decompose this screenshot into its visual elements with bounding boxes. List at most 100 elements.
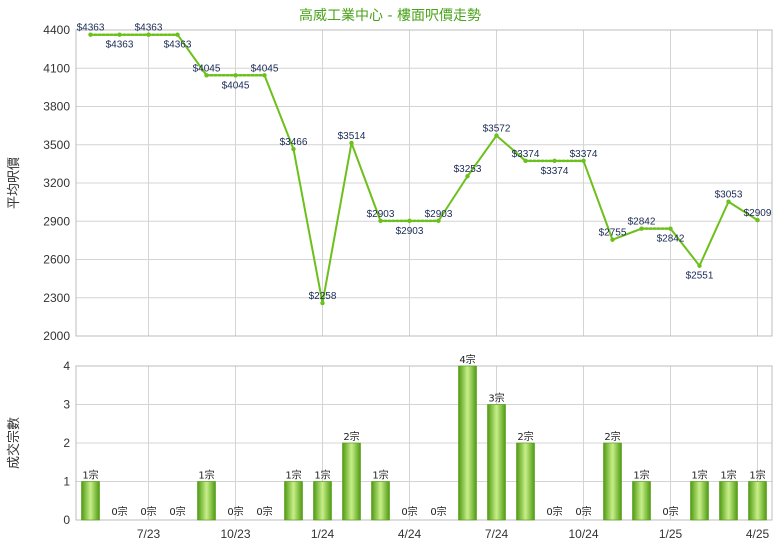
price-point [407,218,412,224]
price-data-label: $3572 [483,124,511,135]
price-point [610,237,615,242]
price-data-label: $3374 [570,149,598,160]
price-point [117,32,122,37]
volume-bar-label: 2宗 [604,430,620,443]
x-tick-label: 7/24 [485,527,509,541]
price-data-label: $4363 [77,23,105,34]
price-data-label: $3374 [541,166,569,177]
volume-y-ticks: 0 1 2 3 4 [63,359,70,527]
volume-bar [690,481,709,521]
price-line-segment [437,175,469,222]
price-point [494,133,499,138]
volume-bar-label: 1宗 [749,469,765,482]
price-data-label: $2903 [367,209,395,220]
price-line-segment [669,227,701,267]
price-point [175,32,180,37]
price-point [204,73,209,78]
price-line-segment [698,200,730,267]
volume-bar [197,481,216,521]
volume-y-tick-label: 3 [63,398,70,412]
price-data-label: $4363 [135,23,163,34]
volume-bar [313,481,332,521]
volume-bar-label: 1宗 [691,469,707,482]
volume-bar-label: 3宗 [488,392,504,405]
price-line-segment [582,159,614,241]
volume-bars [81,365,767,521]
price-y-tick-label: 2300 [43,291,70,305]
volume-bar [748,481,767,521]
volume-bar-label: 1宗 [314,469,330,482]
price-data-label: $2909 [744,208,772,219]
price-point [378,218,383,224]
price-point [291,146,296,152]
price-data-label: $4363 [106,40,134,51]
volume-bar [487,404,506,521]
price-line-segment [350,141,382,222]
price-point [88,32,93,37]
price-y-tick-label: 4100 [43,61,70,75]
price-point [523,158,528,164]
price-point [436,218,441,224]
price-data-label: $2842 [657,234,685,245]
price-data-label: $2903 [425,209,453,220]
volume-bar-label: 0宗 [575,505,591,518]
price-line-segment [176,33,208,77]
x-tick-label: 4/24 [398,527,422,541]
volume-bar [458,365,477,521]
price-point [349,140,354,146]
volume-y-tick-label: 2 [63,436,70,450]
price-data-label: $4363 [164,40,192,51]
volume-bar-label: 0宗 [111,505,127,518]
volume-bar-labels: 1宗 0宗 0宗 0宗 1宗 0宗 0宗 1宗 1宗 2宗 1宗 0宗 0宗 4宗 3宗 2宗 0宗 0宗 2宗 1宗… [82,353,765,518]
price-line-segment [466,134,498,178]
price-line-series [89,33,759,305]
volume-bar [284,481,303,521]
price-y-tick-label: 3800 [43,100,70,114]
x-tick-label: 7/23 [137,527,161,541]
price-point [726,199,731,204]
volume-y-tick-label: 0 [63,513,70,527]
price-data-label: $2755 [599,228,627,239]
x-tick-label: 10/23 [220,527,250,541]
price-data-label: $4045 [251,63,279,74]
volume-bar [603,442,622,521]
price-data-labels: $4363$4363$4363$4363$4045$4045$4045$3466… [77,23,772,302]
volume-bar-label: 0宗 [227,505,243,518]
volume-bar-label: 0宗 [546,505,562,518]
price-point [755,217,760,223]
volume-bar-label: 1宗 [82,469,98,482]
price-line-segment [263,74,295,151]
volume-bar-label: 1宗 [372,469,388,482]
price-data-label: $3253 [454,164,482,175]
price-y-tick-label: 2600 [43,253,70,267]
x-tick-label: 1/24 [311,527,335,541]
price-line-segment [727,200,759,222]
volume-y-tick-label: 4 [63,359,70,373]
price-y-tick-label: 3500 [43,138,70,152]
volume-bar-label: 1宗 [285,469,301,482]
x-axis-ticks: 7/23 10/23 1/24 4/24 7/24 10/24 1/25 4/25 [137,527,770,541]
volume-bar-label: 1宗 [198,469,214,482]
volume-bar [516,442,535,521]
price-data-label: $3053 [715,190,743,201]
price-data-label: $4045 [222,80,250,91]
price-points [88,32,760,306]
price-plot-frame [75,29,773,337]
volume-bar-label: 0宗 [401,505,417,518]
price-point [320,300,325,306]
price-data-label: $3514 [338,131,366,142]
x-tick-label: 4/25 [746,527,770,541]
volume-bar [342,442,361,521]
price-gridlines [76,29,772,337]
price-data-label: $4045 [193,63,221,74]
volume-bar-label: 4宗 [459,353,475,366]
volume-bar-label: 0宗 [430,505,446,518]
volume-bar-label: 0宗 [256,505,272,518]
volume-y-axis-label: 成交宗數 [6,417,22,469]
price-data-label: $2842 [628,217,656,228]
volume-bar-label: 2宗 [343,430,359,443]
price-data-label: $2258 [309,291,337,302]
price-point [668,226,673,231]
volume-y-tick-label: 1 [63,475,70,489]
